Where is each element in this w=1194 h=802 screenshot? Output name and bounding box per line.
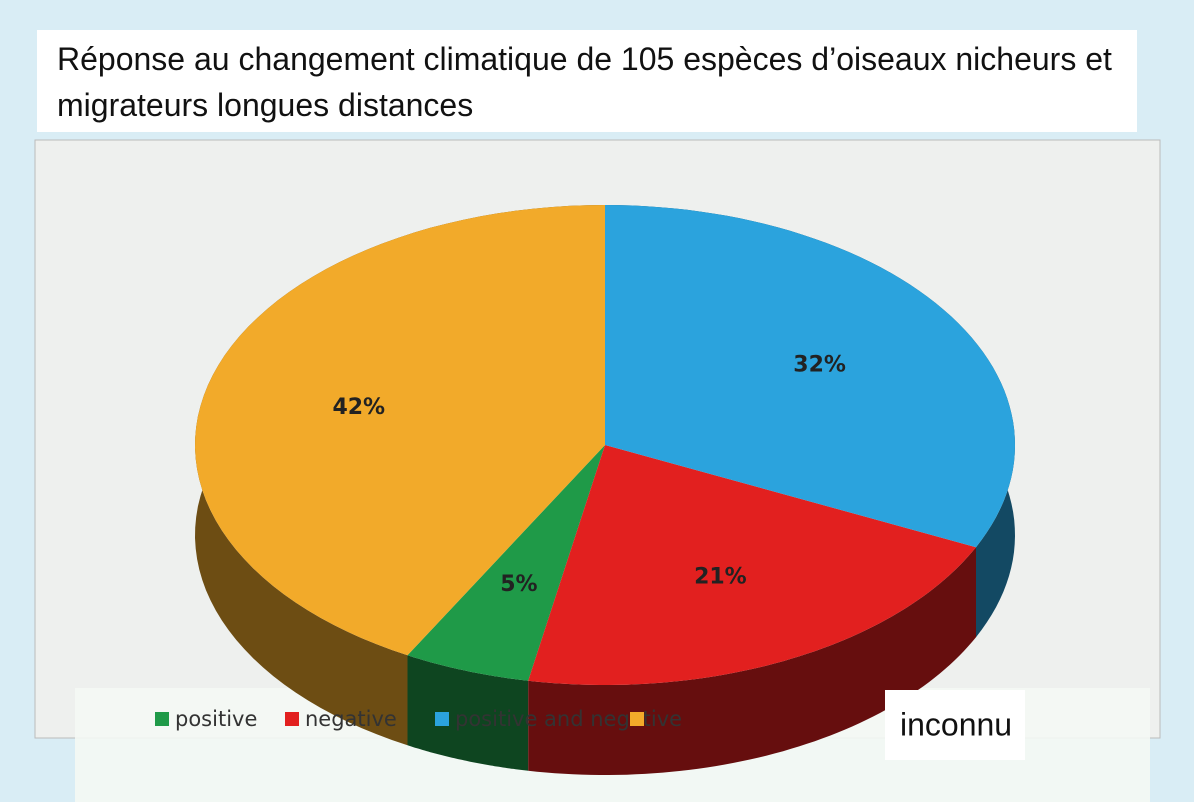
legend: positive negative positive and negative inc…	[155, 690, 1025, 760]
legend-label: positive	[175, 707, 257, 731]
slice	[195, 205, 605, 656]
legend-label-box	[885, 690, 1025, 760]
legend-swatch	[285, 712, 299, 726]
chart-title: Réponse au changement climatique de 105 …	[37, 30, 1137, 132]
slice-side	[407, 655, 529, 771]
legend-label: negative	[305, 707, 397, 731]
legend-swatch	[155, 712, 169, 726]
data-label: 42%	[332, 395, 385, 420]
data-label: 5%	[500, 572, 537, 597]
legend-label: positive and negative	[455, 707, 682, 731]
slice	[407, 445, 605, 681]
slice	[528, 445, 976, 685]
legend-swatch	[435, 712, 449, 726]
data-label: 21%	[694, 565, 747, 590]
legend-label: inconnu	[900, 706, 1012, 742]
pie: 5% 21% 32% 42%	[195, 205, 1015, 775]
legend-swatch	[630, 712, 644, 726]
slice	[605, 205, 1015, 548]
data-label: 32%	[793, 352, 846, 377]
